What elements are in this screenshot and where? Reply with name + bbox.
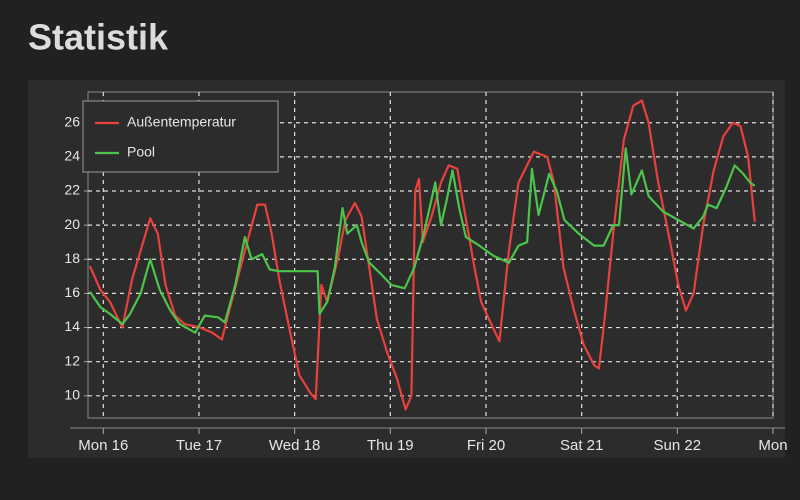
page-title: Statistik <box>28 17 169 58</box>
data-line <box>88 147 756 334</box>
chart: 10 12 14 16 18 20 22 24 26 Mon 16 Tue 17 Wed 18 Thu … <box>64 91 788 454</box>
x-tick-label: Mon 16 <box>78 437 128 454</box>
y-tick-label: 26 <box>64 113 80 129</box>
y-tick-label: 24 <box>64 148 80 164</box>
y-tick-label: 18 <box>64 250 80 266</box>
y-tick-label: 16 <box>64 284 80 300</box>
data-line <box>88 99 756 411</box>
x-tick-label: Sun 22 <box>654 437 702 454</box>
x-tick-label: Sat 21 <box>560 437 603 454</box>
x-tick-label: Mon <box>758 437 787 454</box>
y-tick-label: 14 <box>64 318 80 334</box>
legend-box <box>82 100 279 173</box>
y-tick-label: 10 <box>64 387 80 403</box>
y-tick-label: 20 <box>64 216 80 232</box>
x-tick-label: Tue 17 <box>176 437 222 454</box>
y-tick-label: 12 <box>64 352 80 368</box>
legend-label: Außentemperatur <box>127 114 236 130</box>
y-tick-label: 22 <box>64 182 80 198</box>
x-tick-label: Wed 18 <box>269 437 320 454</box>
x-tick-label: Fri 20 <box>467 437 505 454</box>
x-tick-label: Thu 19 <box>367 437 414 454</box>
legend-label: Pool <box>127 144 155 160</box>
